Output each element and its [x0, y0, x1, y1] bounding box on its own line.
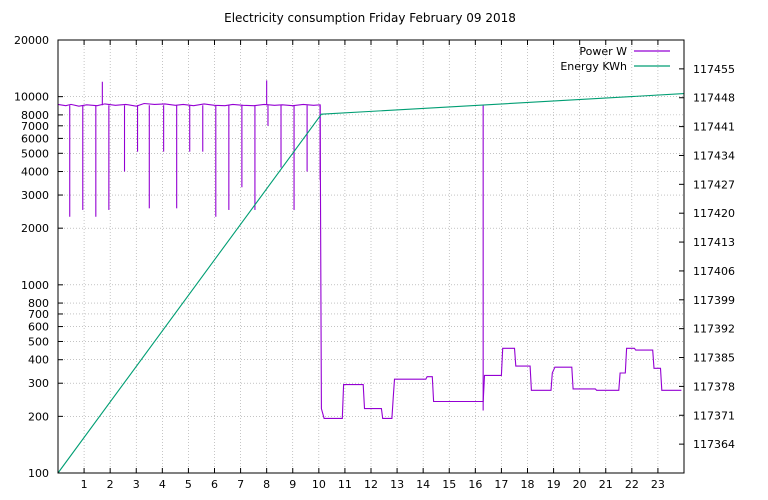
chart-title: Electricity consumption Friday February … — [224, 11, 516, 25]
y-tick-label: 3000 — [21, 189, 49, 202]
x-tick-label: 12 — [364, 478, 378, 491]
series-line-energy — [57, 93, 685, 474]
y-tick-label: 7000 — [21, 120, 49, 133]
x-tick-label: 11 — [338, 478, 352, 491]
y-tick-label: 400 — [28, 354, 49, 367]
series-line-power — [57, 102, 682, 419]
y2-tick-label: 117420 — [693, 207, 735, 220]
y-tick-label: 2000 — [21, 222, 49, 235]
y-tick-label: 4000 — [21, 166, 49, 179]
y-tick-label: 100 — [28, 467, 49, 480]
y-tick-label: 600 — [28, 321, 49, 334]
y-tick-label: 20000 — [14, 34, 49, 47]
x-tick-label: 14 — [416, 478, 430, 491]
x-tick-label: 2 — [107, 478, 114, 491]
y-tick-label: 200 — [28, 410, 49, 423]
x-tick-label: 23 — [651, 478, 665, 491]
y2-tick-label: 117434 — [693, 149, 735, 162]
x-tick-label: 21 — [599, 478, 613, 491]
y2-tick-label: 117427 — [693, 178, 735, 191]
x-tick-label: 10 — [312, 478, 326, 491]
x-tick-label: 20 — [573, 478, 587, 491]
y-tick-label: 6000 — [21, 132, 49, 145]
y2-tick-label: 117399 — [693, 294, 735, 307]
x-tick-label: 3 — [133, 478, 140, 491]
legend-label-energy: Energy KWh — [560, 60, 627, 73]
y2-tick-label: 117406 — [693, 265, 735, 278]
grid — [58, 39, 684, 474]
y-tick-label: 300 — [28, 377, 49, 390]
series-layer — [57, 80, 685, 474]
x-tick-label: 1 — [81, 478, 88, 491]
y2-tick-label: 117413 — [693, 236, 735, 249]
y2-tick-label: 117385 — [693, 352, 735, 365]
x-tick-label: 6 — [211, 478, 218, 491]
y2-tick-label: 117378 — [693, 380, 735, 393]
x-tick-label: 19 — [547, 478, 561, 491]
axis-ticks: 1 2 3 4 5 6 7 8 9 10 11 12 13 14 15 16 17 18 19 20 21 22 23100… — [14, 34, 735, 491]
y-tick-label: 5000 — [21, 147, 49, 160]
x-tick-label: 7 — [237, 478, 244, 491]
legend: Power W Energy KWh — [560, 45, 670, 73]
x-tick-label: 4 — [159, 478, 166, 491]
x-tick-label: 15 — [442, 478, 456, 491]
y2-tick-label: 117455 — [693, 63, 735, 76]
y-tick-label: 1000 — [21, 279, 49, 292]
x-tick-label: 18 — [521, 478, 535, 491]
x-tick-label: 9 — [289, 478, 296, 491]
x-tick-label: 5 — [185, 478, 192, 491]
x-tick-label: 13 — [390, 478, 404, 491]
y-tick-label: 800 — [28, 297, 49, 310]
x-tick-label: 17 — [494, 478, 508, 491]
y2-tick-label: 117392 — [693, 323, 735, 336]
x-tick-label: 16 — [468, 478, 482, 491]
y-tick-label: 500 — [28, 335, 49, 348]
y-tick-label: 8000 — [21, 109, 49, 122]
legend-label-power: Power W — [579, 45, 627, 58]
y-tick-label: 10000 — [14, 91, 49, 104]
x-tick-label: 8 — [263, 478, 270, 491]
x-tick-label: 22 — [625, 478, 639, 491]
y-tick-label: 700 — [28, 308, 49, 321]
y2-tick-label: 117448 — [693, 92, 735, 105]
y2-tick-label: 117364 — [693, 438, 735, 451]
y2-tick-label: 117371 — [693, 409, 735, 422]
y2-tick-label: 117441 — [693, 121, 735, 134]
